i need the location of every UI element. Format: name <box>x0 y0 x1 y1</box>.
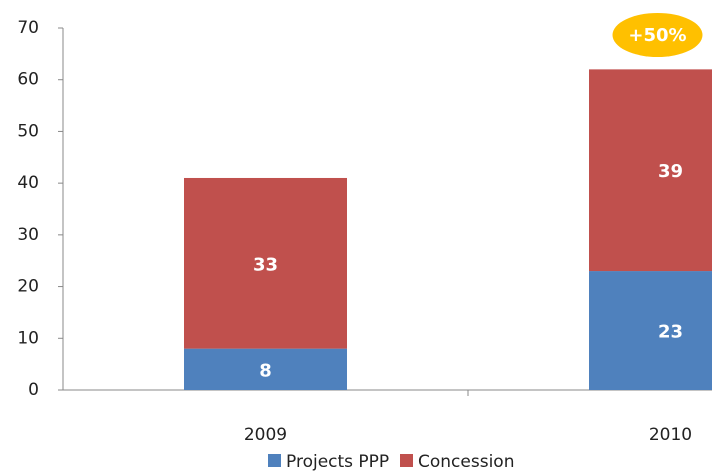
bar-segment <box>589 271 712 390</box>
y-tick-label: 10 <box>17 328 39 348</box>
y-tick-label: 60 <box>17 70 39 90</box>
x-tick-label: 2010 <box>649 425 692 445</box>
x-tick-label: 2009 <box>244 425 287 445</box>
legend-swatch <box>268 454 281 467</box>
annotation-badge <box>612 13 703 57</box>
y-tick-label: 40 <box>17 173 39 193</box>
y-tick-label: 50 <box>17 121 39 141</box>
bar-segment <box>589 69 712 272</box>
data-label: 33 <box>253 254 278 275</box>
data-label: 8 <box>259 360 272 381</box>
y-tick-label: 20 <box>17 277 39 297</box>
bar-segment <box>184 177 347 349</box>
data-label: 39 <box>658 161 683 182</box>
legend-swatch <box>400 454 413 467</box>
y-tick-label: 0 <box>28 380 39 400</box>
legend-label: Concession <box>418 452 514 472</box>
annotation-text: +50% <box>628 25 686 46</box>
y-tick-label: 30 <box>17 225 39 245</box>
data-label: 23 <box>658 322 683 343</box>
bar-segment <box>184 348 347 390</box>
legend-label: Projects PPP <box>286 452 389 472</box>
y-tick-label: 70 <box>17 18 39 38</box>
